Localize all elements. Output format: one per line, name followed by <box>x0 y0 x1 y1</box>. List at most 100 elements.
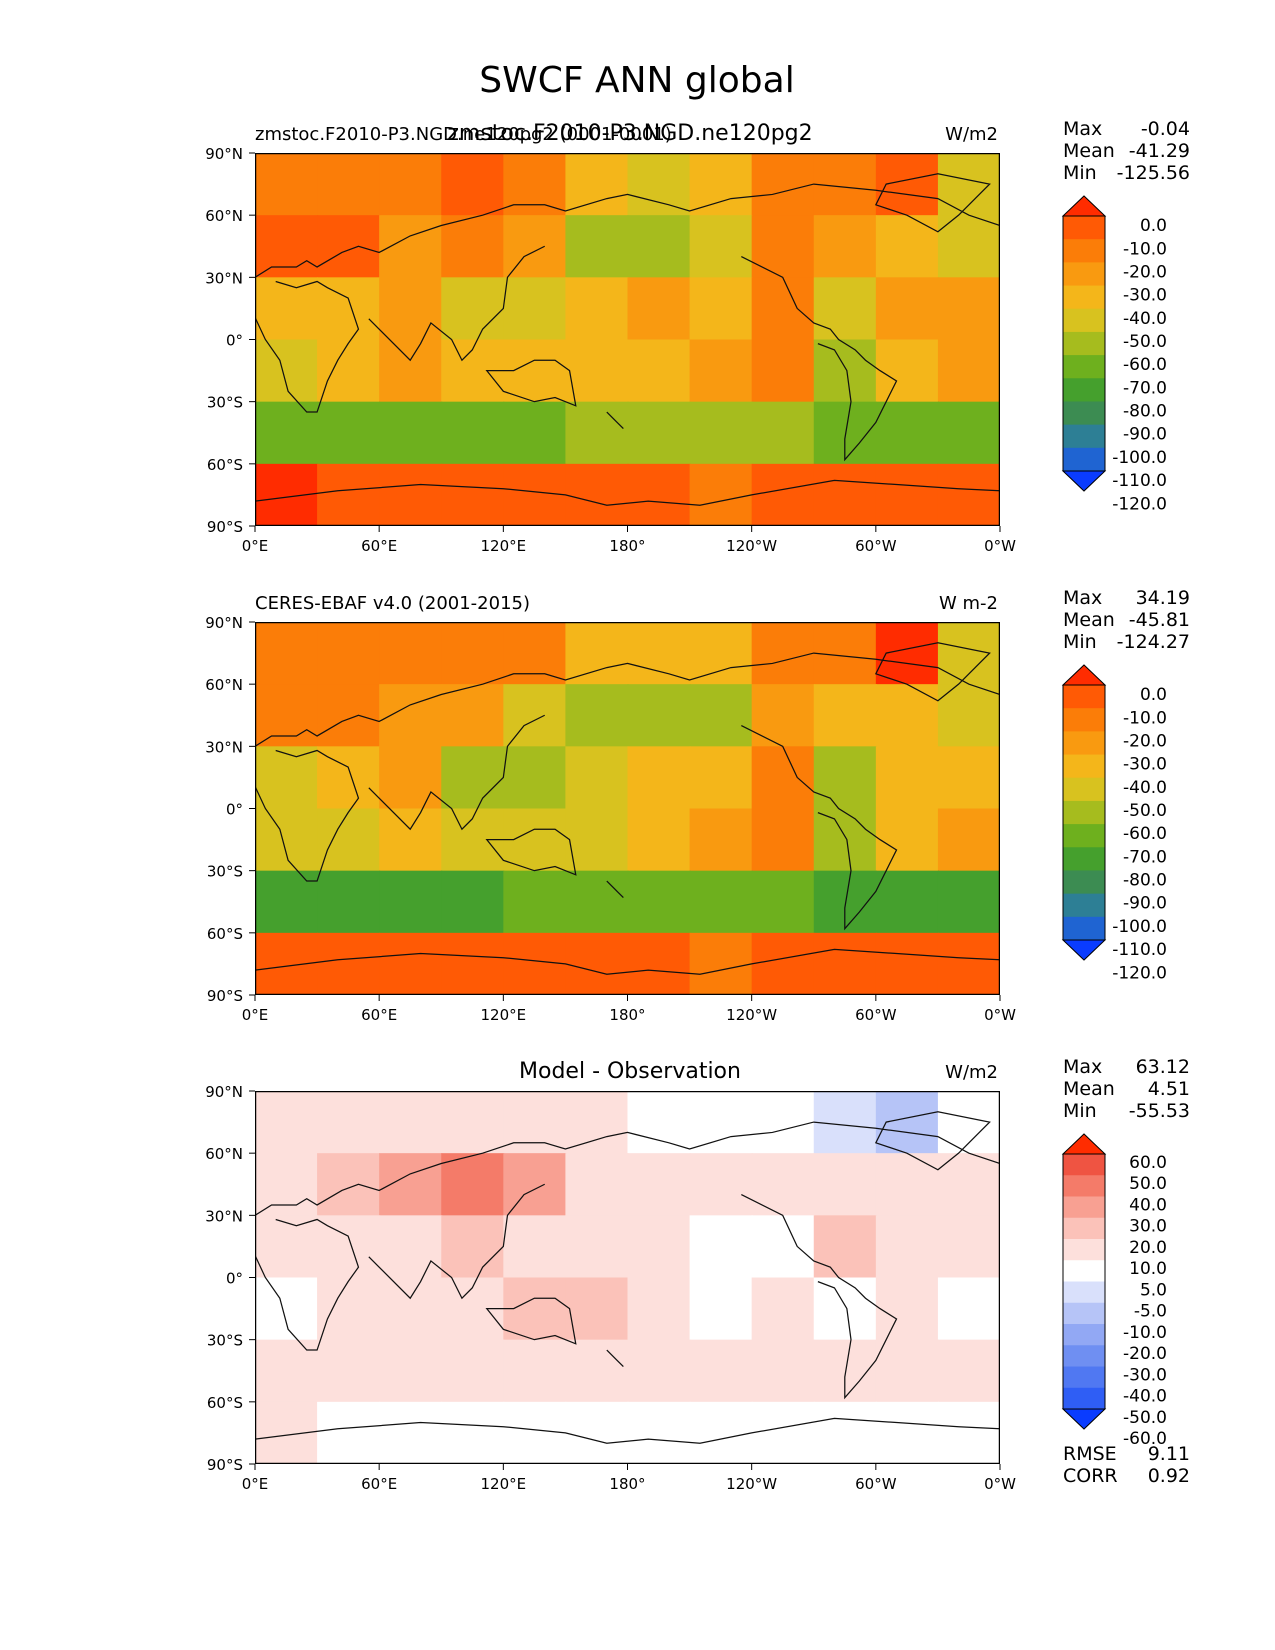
heatmap-cell <box>937 932 1000 995</box>
map-panel <box>255 622 1000 995</box>
heatmap-cell <box>255 215 319 279</box>
heatmap-cell <box>751 215 815 279</box>
heatmap-cell <box>379 1091 443 1155</box>
lon-ticks: 0°E 60°E 120°E 180° 120°W 60°W 0°W <box>242 1464 1016 1493</box>
map-panel <box>255 1091 1000 1464</box>
heatmap-cell <box>565 1153 629 1217</box>
heatmap-cell <box>503 932 567 995</box>
heatmap-cell <box>441 153 505 217</box>
colorbar-tick-label: -20.0 <box>1123 1344 1167 1364</box>
heatmap-cell <box>689 339 753 403</box>
heatmap-cell <box>379 1277 443 1341</box>
colorbar-tick-label: -40.0 <box>1123 1387 1167 1407</box>
heatmap-cell <box>627 808 691 872</box>
stat-label: Max <box>1063 118 1102 140</box>
stats-block: Max 34.19 Mean -45.81 Min -124.27 <box>1063 587 1190 653</box>
heatmap-cell <box>255 808 319 872</box>
stats-block: Max -0.04 Mean -41.29 Min -125.56 <box>1063 118 1190 184</box>
heatmap-cell <box>627 215 691 279</box>
panel-observation: CERES-EBAF v4.0 (2001-2015) W m-2 90°N 60… <box>205 587 1190 1024</box>
colorbar-tick-label: -120.0 <box>1112 963 1167 983</box>
heatmap-cell <box>255 401 319 465</box>
heatmap-cell <box>689 1401 753 1464</box>
colorbar-band <box>1063 447 1105 472</box>
heatmap-cell <box>937 622 1000 686</box>
lon-tick-label: 0°W <box>984 537 1016 555</box>
lat-ticks: 90°N 60°N 30°N 0° 30°S 60°S 90°S <box>205 145 255 536</box>
heatmap-cell <box>503 1215 567 1279</box>
colorbar-band <box>1063 1239 1105 1261</box>
colorbar: 0.0 -10.0 -20.0 -30.0 -40.0 -50.0 -60.0 -70.0 -8… <box>1061 195 1167 514</box>
lat-tick-label: 90°N <box>205 1083 243 1101</box>
stat-label: Min <box>1063 631 1097 653</box>
colorbar-bottom-extension <box>1061 470 1107 492</box>
lat-ticks: 90°N 60°N 30°N 0° 30°S 60°S 90°S <box>205 614 255 1005</box>
heatmap-cell <box>813 1153 877 1217</box>
heatmap-cell <box>751 1091 815 1155</box>
heatmap-cell <box>937 1215 1000 1279</box>
heatmap-cell <box>689 684 753 748</box>
heatmap-cell <box>565 870 629 934</box>
stat-label: Mean <box>1063 140 1115 162</box>
stat-value: -0.04 <box>1141 118 1190 140</box>
heatmap-cell <box>565 684 629 748</box>
heatmap-cell <box>503 870 567 934</box>
stat-label: CORR <box>1063 1465 1118 1487</box>
lon-tick-label: 60°E <box>361 1475 397 1493</box>
stat-value: -124.27 <box>1117 631 1190 653</box>
colorbar-band <box>1063 1387 1105 1410</box>
heatmap-cell <box>875 746 939 810</box>
heatmap-cell <box>379 808 443 872</box>
lon-tick-label: 0°E <box>242 537 269 555</box>
heatmap-cell <box>751 1401 815 1464</box>
colorbar-tick-label: 30.0 <box>1129 1217 1167 1237</box>
lat-tick-label: 30°N <box>205 269 243 287</box>
heatmap-cell <box>255 1091 319 1155</box>
heatmap-cell <box>751 153 815 217</box>
colorbar-bottom-extension <box>1061 939 1107 961</box>
heatmap-cell <box>875 1339 939 1403</box>
lat-tick-label: 60°N <box>205 676 243 694</box>
colorbar-tick-label: -90.0 <box>1123 425 1167 445</box>
colorbar-band <box>1063 1366 1105 1389</box>
heatmap-cell <box>565 808 629 872</box>
lat-tick-label: 0° <box>226 801 243 819</box>
heatmap-cell <box>441 1339 505 1403</box>
colorbar-tick-label: -70.0 <box>1123 378 1167 398</box>
heatmap-cell <box>689 746 753 810</box>
heatmap-cell <box>441 870 505 934</box>
heatmap-cell <box>937 746 1000 810</box>
colorbar-band <box>1063 285 1105 310</box>
colorbar-tick-label: -20.0 <box>1123 262 1167 282</box>
colorbar-tick-label: -50.0 <box>1123 801 1167 821</box>
lat-tick-label: 30°S <box>207 863 243 881</box>
heatmap-cell <box>937 401 1000 465</box>
lat-tick-label: 60°S <box>207 1394 243 1412</box>
heatmap-cell <box>875 808 939 872</box>
colorbar-band <box>1063 355 1105 379</box>
colorbar-tick-label: 20.0 <box>1129 1238 1167 1258</box>
coastline <box>255 1111 1000 1444</box>
colorbar-band <box>1063 239 1105 263</box>
colorbar-tick-label: 0.0 <box>1140 216 1167 236</box>
heatmap-cell <box>937 463 1000 526</box>
heatmap-cell <box>937 215 1000 279</box>
heatmap-cell <box>813 1401 877 1464</box>
heatmap-cell <box>503 401 567 465</box>
lat-tick-label: 90°S <box>207 987 243 1005</box>
heatmap-cell <box>503 684 567 748</box>
heatmap-cell <box>937 153 1000 217</box>
colorbar-tick-label: -20.0 <box>1123 731 1167 751</box>
heatmap-cell <box>441 1091 505 1155</box>
stat-label: Min <box>1063 162 1097 184</box>
heatmap-cell <box>503 622 567 686</box>
heatmap-cell <box>317 622 381 686</box>
lat-tick-label: 60°S <box>207 456 243 474</box>
heatmap-cell <box>937 1339 1000 1403</box>
stat-label: Min <box>1063 1100 1097 1122</box>
lon-tick-label: 60°E <box>361 537 397 555</box>
heatmap-cell <box>627 684 691 748</box>
lon-tick-label: 0°W <box>984 1475 1016 1493</box>
heatmap-cell <box>937 1153 1000 1217</box>
heatmap-cell <box>875 1277 939 1341</box>
